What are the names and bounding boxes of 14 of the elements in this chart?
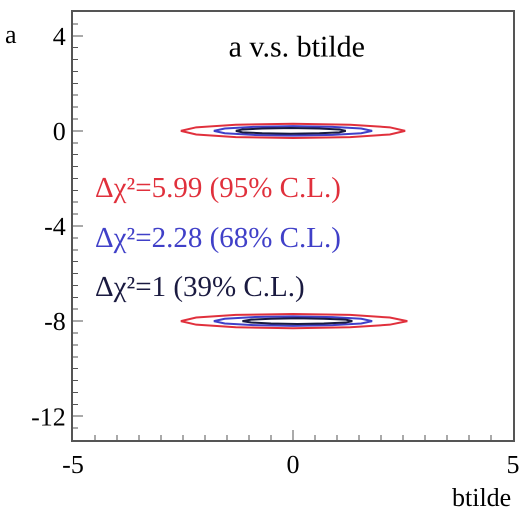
series-label: Δχ²=5.99 (95% C.L.) bbox=[95, 172, 341, 204]
text: Δχ²=1 (39% C.L.) bbox=[95, 271, 305, 303]
y-axis-title: a bbox=[5, 20, 17, 49]
text: a v.s. btilde bbox=[228, 30, 365, 64]
y-tick-label: -12 bbox=[31, 402, 66, 432]
x-axis-title: btilde bbox=[452, 483, 512, 507]
x-tick-label: 0 bbox=[286, 450, 300, 480]
y-tick-label: -8 bbox=[44, 307, 66, 336]
y-tick-label: 4 bbox=[52, 22, 66, 51]
text: Δχ²=2.28 (68% C.L.) bbox=[95, 222, 341, 254]
y-tick-label: 0 bbox=[52, 116, 66, 146]
x-tick-label: -5 bbox=[62, 450, 84, 480]
y-tick-label: -4 bbox=[44, 212, 66, 242]
x-tick-label: 5 bbox=[506, 450, 520, 480]
